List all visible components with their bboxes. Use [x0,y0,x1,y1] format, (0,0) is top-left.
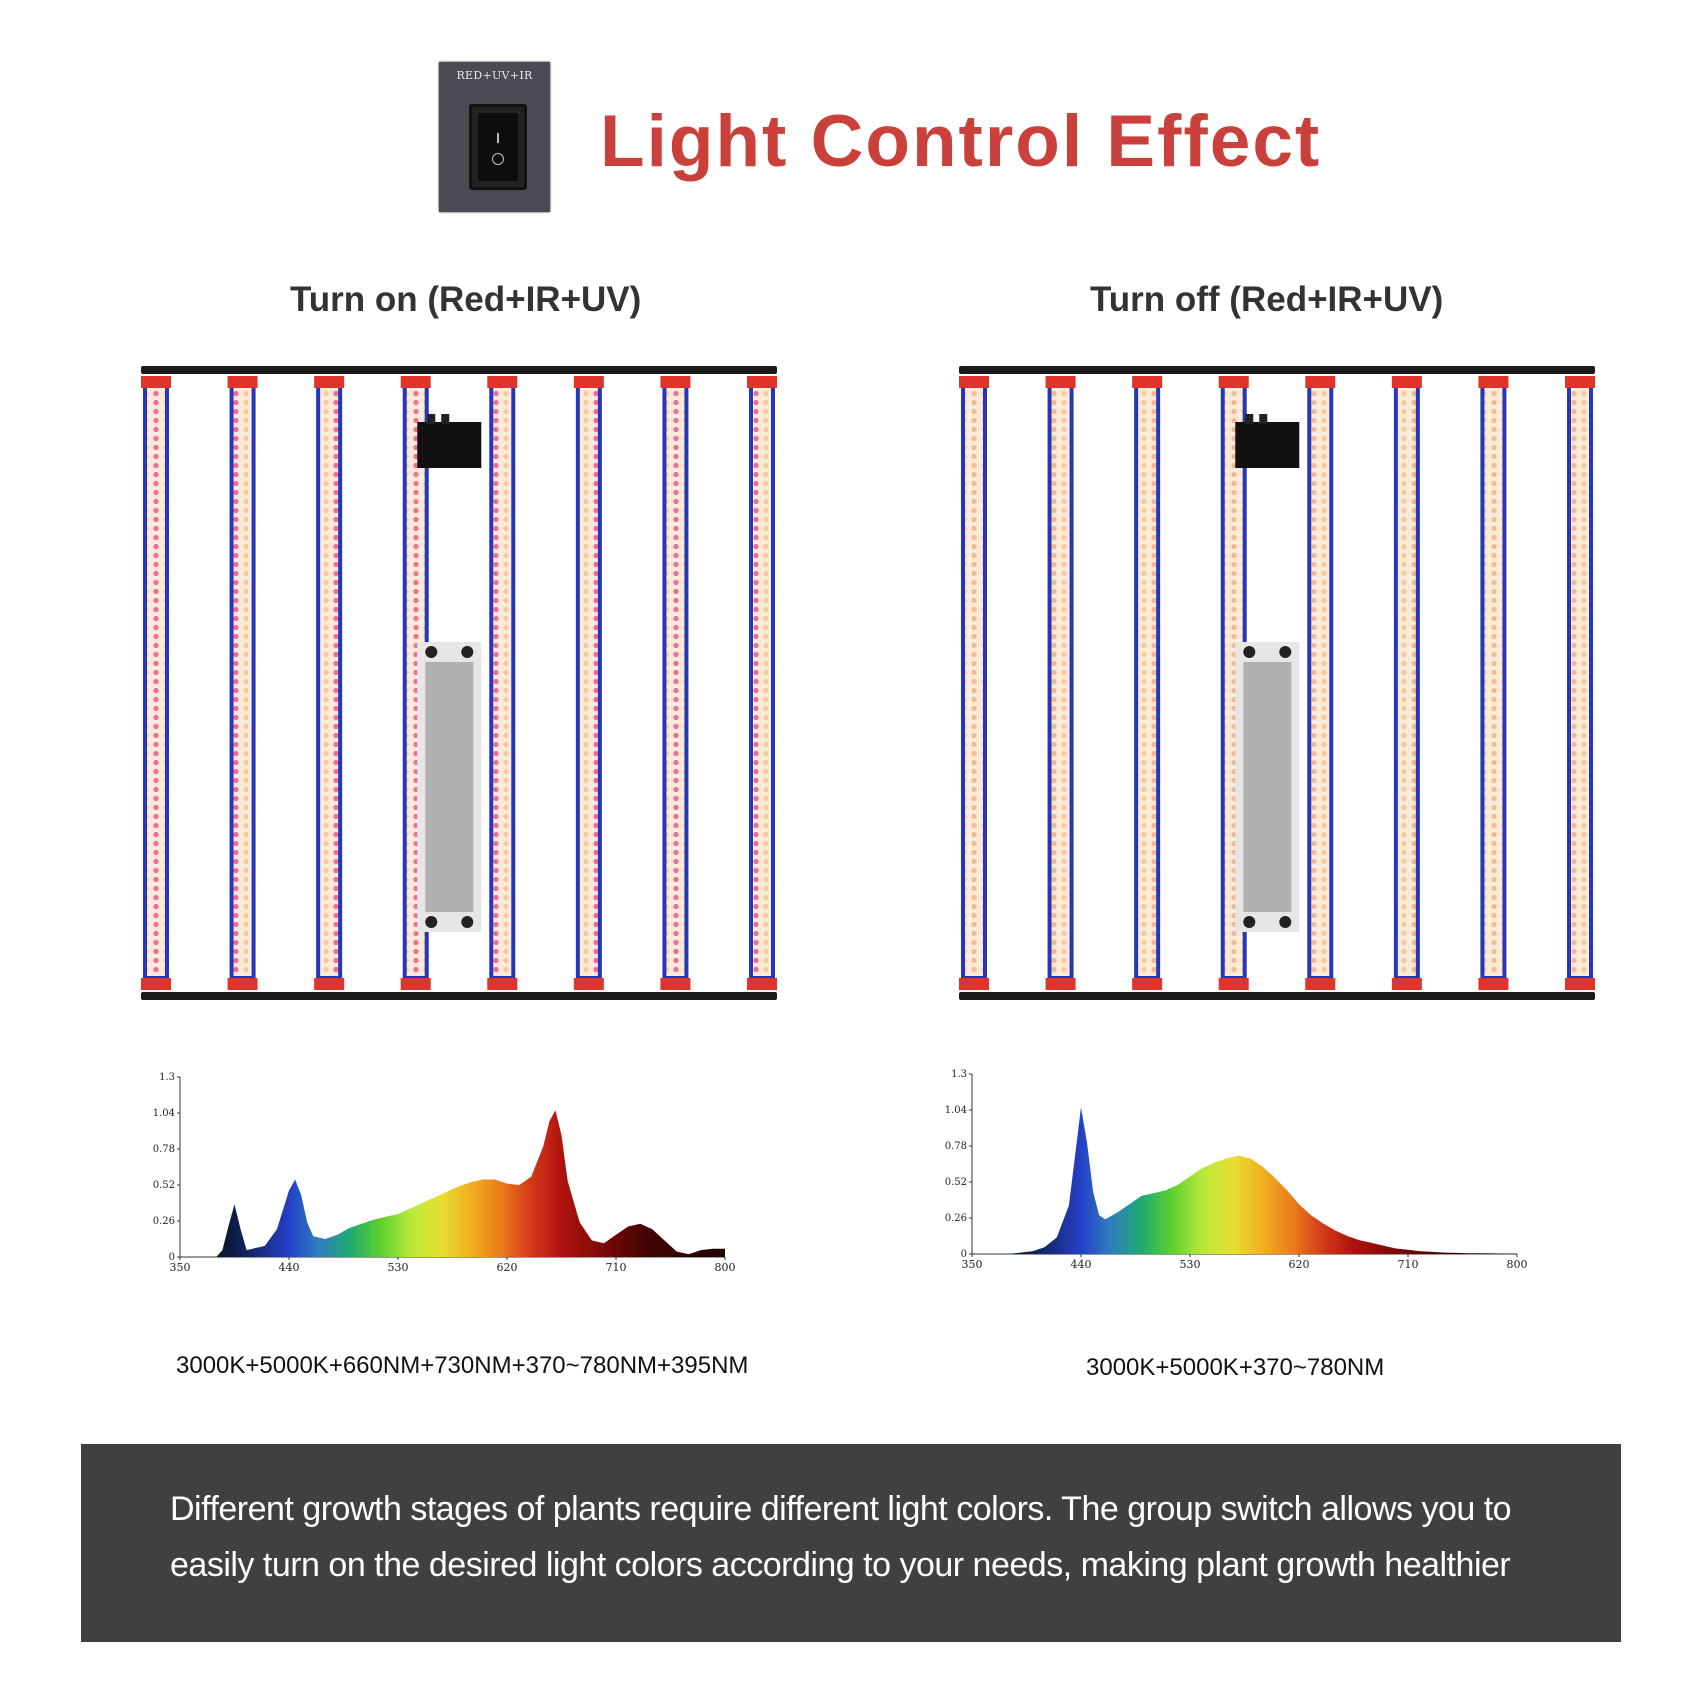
led-bar [1132,376,1163,990]
top-rail [959,366,1595,374]
x-tick-label: 440 [1071,1258,1092,1271]
switch-rocker [478,113,518,181]
y-tick-label: 0 [169,1252,175,1263]
switch-frame [469,104,527,190]
x-tick-label: 440 [279,1261,300,1274]
x-tick-label: 710 [1398,1258,1419,1271]
spectrum-caption-on: 3000K+5000K+660NM+730NM+370~780NM+395NM [176,1352,749,1379]
led-bar [227,376,258,990]
spectrum-area [180,1110,725,1257]
description-banner: Different growth stages of plants requir… [81,1444,1621,1642]
driver-bracket [417,414,482,468]
x-tick-label: 620 [1289,1258,1310,1271]
y-tick-label: 1.3 [951,1069,967,1080]
led-bar [1391,376,1422,990]
y-tick-label: 0 [961,1249,967,1260]
spectrum-caption-off: 3000K+5000K+370~780NM [1086,1354,1385,1381]
led-bar [660,376,691,990]
driver-box [1235,642,1300,932]
y-tick-label: 1.3 [159,1072,175,1083]
y-tick-label: 1.04 [945,1105,967,1116]
y-tick-label: 0.26 [153,1216,175,1227]
led-bar [1478,376,1509,990]
rocker-switch-icon: RED+UV+IR [439,62,550,212]
grow-light-fixture-on [141,362,777,1010]
y-tick-label: 0.52 [153,1180,175,1191]
bottom-rail [141,992,777,1000]
x-tick-label: 530 [1180,1258,1201,1271]
spectrum-area [972,1107,1517,1254]
banner-text: Different growth stages of plants requir… [170,1490,1512,1584]
x-tick-label: 620 [497,1261,518,1274]
spectrum-chart-on: 0 0.26 0.52 0.78 1.04 1.3 350 440 530 620 710 800 [150,1065,790,1315]
led-bar [1565,376,1595,990]
driver-bracket [1235,414,1300,468]
page-title: Light Control Effect [600,101,1322,182]
switch-label: RED+UV+IR [456,69,533,82]
x-tick-label: 530 [388,1261,409,1274]
x-tick-label: 350 [962,1258,983,1271]
led-bar [1045,376,1076,990]
y-tick-label: 0.78 [153,1144,175,1155]
x-tick-label: 710 [606,1261,627,1274]
led-bar [959,376,989,990]
led-bar [141,376,171,990]
x-tick-label: 350 [170,1261,191,1274]
bottom-rail [959,992,1595,1000]
x-tick-label: 800 [715,1261,736,1274]
y-tick-label: 0.52 [945,1177,967,1188]
y-tick-label: 0.26 [945,1213,967,1224]
spectrum-chart-off: 0 0.26 0.52 0.78 1.04 1.3 350 440 530 620 710 800 [942,1062,1582,1312]
driver-box [417,642,482,932]
led-bar [1305,376,1336,990]
led-bar [573,376,604,990]
grow-light-fixture-off [959,362,1595,1010]
led-bar [487,376,518,990]
led-bar [747,376,777,990]
panel-title-off: Turn off (Red+IR+UV) [1090,280,1444,319]
y-tick-label: 1.04 [153,1108,175,1119]
panel-title-on: Turn on (Red+IR+UV) [290,280,642,319]
x-tick-label: 800 [1507,1258,1528,1271]
top-rail [141,366,777,374]
led-bar [314,376,345,990]
y-tick-label: 0.78 [945,1141,967,1152]
